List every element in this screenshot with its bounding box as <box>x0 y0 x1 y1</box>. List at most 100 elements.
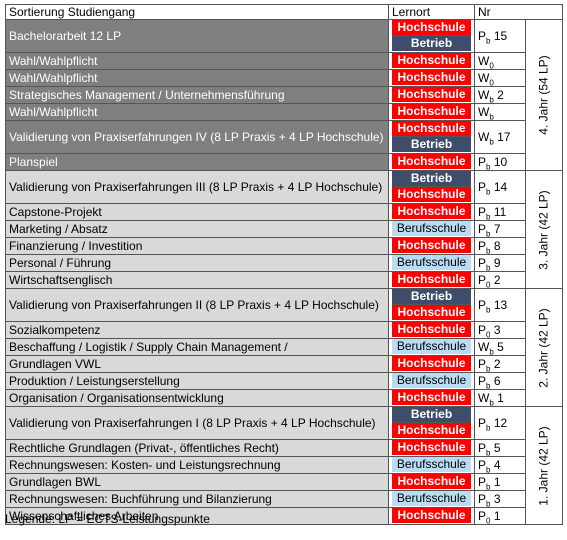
lernort-cell: Betrieb Hochschule <box>388 406 475 440</box>
header-course: Sortierung Studiengang <box>5 4 389 20</box>
nr-subscript: b <box>486 161 491 171</box>
nr-cell: P0 3 <box>474 321 526 339</box>
nr-cell: Pb 9 <box>474 254 526 272</box>
course-cell: Validierung von Praxiserfahrungen I (8 L… <box>5 406 389 440</box>
course-cell: Validierung von Praxiserfahrungen IV (8 … <box>5 120 389 154</box>
lernort-cell: Betrieb Hochschule <box>388 288 475 322</box>
lernort-berufsschule-badge: Berufsschule <box>392 255 471 270</box>
nr-letter: P <box>478 491 487 506</box>
course-cell: Wirtschaftsenglisch <box>5 271 389 289</box>
table-row: Bachelorarbeit 12 LP Hochschule Betrieb Pb … <box>5 19 564 171</box>
nr-subscript: b <box>486 498 491 508</box>
table-row: Finanzierung / Investition Hochschule Pb 8 <box>5 237 563 255</box>
course-cell: Wahl/Wahlpflicht <box>5 69 389 87</box>
lernort-cell: Hochschule Betrieb <box>388 19 475 53</box>
lernort-cell: Hochschule <box>388 237 475 255</box>
nr-number: 8 <box>493 238 501 253</box>
nr-cell: Wb 1 <box>474 389 526 407</box>
course-cell: Sozialkompetenz <box>5 321 389 339</box>
nr-subscript: b <box>489 346 494 356</box>
nr-cell: Pb 14 <box>474 170 526 204</box>
table-row: Capstone-Projekt Hochschule Pb 11 <box>5 203 563 221</box>
nr-letter: W <box>478 104 490 119</box>
nr-cell: Pb 12 <box>474 406 526 440</box>
lernort-cell: Hochschule <box>388 321 475 339</box>
course-cell: Rechtliche Grundlagen (Privat-, öffentli… <box>5 439 389 457</box>
lernort-cell: Hochschule <box>388 355 475 373</box>
table-row: Grundlagen BWL Hochschule Pb 1 <box>5 473 563 491</box>
table-row: Wissenschaftliches Arbeiten Hochschule P0 … <box>5 507 563 525</box>
table-row: Produktion / Leistungserstellung Berufssc… <box>5 372 563 390</box>
course-cell: Wissenschaftliches Arbeiten <box>5 507 389 525</box>
nr-subscript: 0 <box>489 60 494 70</box>
nr-letter: P <box>478 474 487 489</box>
lernort-cell: Hochschule <box>388 103 475 121</box>
lernort-cell: Berufsschule <box>388 456 475 474</box>
course-cell: Personal / Führung <box>5 254 389 272</box>
nr-subscript: b <box>486 245 491 255</box>
nr-subscript: b <box>486 464 491 474</box>
lernort-hochschule-badge: Hochschule <box>392 53 471 68</box>
lernort-cell: Hochschule <box>388 271 475 289</box>
nr-number: 13 <box>493 297 508 312</box>
course-cell: Wahl/Wahlpflicht <box>5 52 389 70</box>
course-cell: Validierung von Praxiserfahrungen III (8… <box>5 170 389 204</box>
lernort-hochschule-badge: Hochschule <box>392 322 471 337</box>
nr-letter: P <box>478 272 487 287</box>
nr-number: 5 <box>497 339 504 354</box>
table-row: Personal / Führung Berufsschule Pb 9 <box>5 254 563 272</box>
lernort-cell: Berufsschule <box>388 490 475 508</box>
nr-cell: Wb 17 <box>474 120 526 154</box>
table-row: Wahl/Wahlpflicht Hochschule W0 <box>5 69 563 87</box>
header-row: Sortierung Studiengang Lernort Nr <box>5 4 564 20</box>
curriculum-table: Sortierung Studiengang Lernort Nr Bachel… <box>5 4 564 525</box>
course-cell: Rechnungswesen: Buchführung und Bilanzie… <box>5 490 389 508</box>
nr-cell: Pb 15 <box>474 19 526 53</box>
nr-letter: P <box>478 373 487 388</box>
nr-letter: P <box>478 238 487 253</box>
nr-number: 3 <box>493 322 501 337</box>
nr-number: 17 <box>497 129 511 144</box>
course-cell: Produktion / Leistungserstellung <box>5 372 389 390</box>
year-label: 2. Jahr (42 LP) <box>536 307 551 388</box>
lernort-hochschule-badge: Hochschule <box>392 238 471 253</box>
lernort-betrieb-badge: Betrieb <box>392 289 471 304</box>
nr-number: 4 <box>493 457 501 472</box>
nr-number: 11 <box>493 204 507 219</box>
nr-letter: W <box>478 87 490 102</box>
course-cell: Strategisches Management / Unternehmensf… <box>5 86 389 104</box>
lernort-hochschule-badge: Hochschule <box>392 121 471 136</box>
nr-cell: Pb 8 <box>474 237 526 255</box>
nr-number: 7 <box>493 221 501 236</box>
nr-letter: W <box>478 70 490 85</box>
nr-number: 10 <box>493 154 508 169</box>
nr-cell: Pb 6 <box>474 372 526 390</box>
nr-number: 2 <box>497 87 504 102</box>
nr-subscript: b <box>486 262 491 272</box>
nr-subscript: b <box>486 211 491 221</box>
nr-letter: P <box>478 415 487 430</box>
nr-letter: P <box>478 440 487 455</box>
lernort-cell: Hochschule <box>388 153 475 171</box>
nr-cell: Pb 10 <box>474 153 526 171</box>
course-cell: Rechnungswesen: Kosten- und Leistungsrec… <box>5 456 389 474</box>
table-row: Validierung von Praxiserfahrungen II (8 … <box>5 288 564 407</box>
lernort-cell: Hochschule <box>388 389 475 407</box>
nr-cell: Wb <box>474 103 526 121</box>
nr-subscript: b <box>486 228 491 238</box>
lernort-hochschule-badge: Hochschule <box>392 70 471 85</box>
lernort-cell: Hochschule <box>388 86 475 104</box>
nr-number: 1 <box>493 474 501 489</box>
lernort-hochschule-badge: Hochschule <box>392 87 471 102</box>
nr-letter: P <box>478 356 487 371</box>
nr-cell: Wb 2 <box>474 86 526 104</box>
table-row: Wahl/Wahlpflicht Hochschule Wb <box>5 103 563 121</box>
table-row: Rechnungswesen: Buchführung und Bilanzie… <box>5 490 563 508</box>
nr-cell: W0 <box>474 69 526 87</box>
lernort-hochschule-badge: Hochschule <box>392 104 471 119</box>
course-cell: Capstone-Projekt <box>5 203 389 221</box>
lernort-hochschule-badge: Hochschule <box>392 20 471 35</box>
lernort-hochschule-badge: Hochschule <box>392 154 471 169</box>
lernort-cell: Hochschule <box>388 439 475 457</box>
